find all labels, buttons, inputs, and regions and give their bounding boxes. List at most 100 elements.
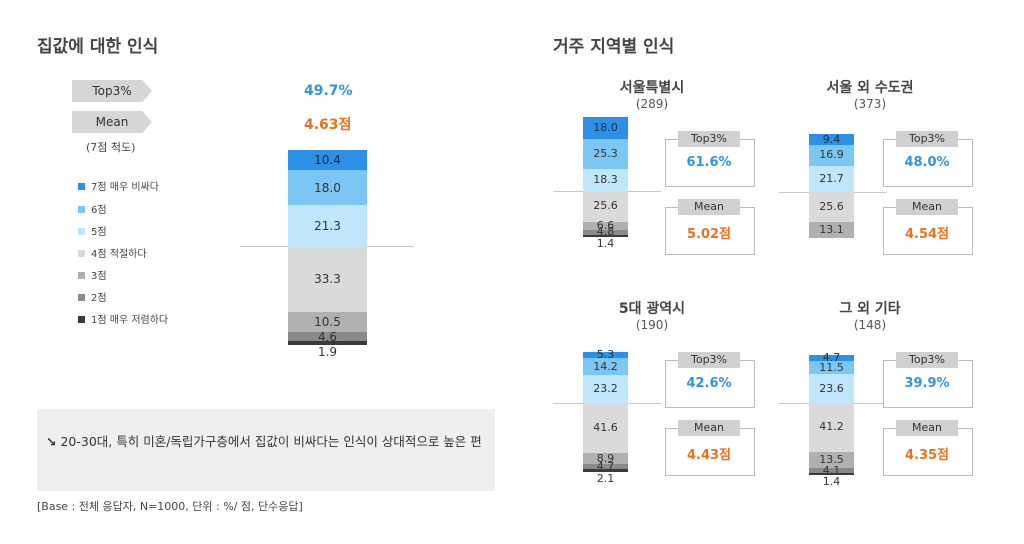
data-label: 14.2 bbox=[593, 359, 618, 373]
bar-segment bbox=[583, 190, 628, 222]
data-label: 9.4 bbox=[822, 132, 841, 146]
top3-tag: Top3% bbox=[678, 131, 740, 147]
region-sample-size: (190) bbox=[635, 318, 669, 332]
data-label: 13.1 bbox=[819, 223, 844, 237]
legend-item: 4점 적절하다 bbox=[78, 248, 147, 262]
region-title: 5대 광역시 bbox=[618, 301, 686, 317]
bar-segment bbox=[809, 134, 854, 146]
mean-tag: Mean bbox=[678, 199, 740, 215]
mean-value: 5.02점 bbox=[686, 227, 732, 242]
insight-note bbox=[37, 409, 495, 491]
legend-swatch bbox=[78, 182, 85, 190]
bar-segment bbox=[288, 205, 367, 247]
mean-box bbox=[665, 207, 755, 255]
legend-label: 1점 매우 저렴하다 bbox=[91, 315, 169, 326]
bar-segment bbox=[583, 453, 628, 464]
data-label: 2.1 bbox=[596, 472, 615, 485]
top3-value: 48.0% bbox=[904, 155, 950, 170]
top3-value: 49.7% bbox=[304, 83, 353, 99]
region-sample-size: (289) bbox=[635, 97, 669, 111]
legend-swatch bbox=[78, 293, 85, 301]
data-label: 11.5 bbox=[819, 360, 844, 374]
data-label: 18.3 bbox=[593, 172, 618, 186]
data-label: 21.7 bbox=[819, 171, 844, 185]
legend-label: 7점 매우 비싸다 bbox=[91, 182, 159, 193]
bar-segment bbox=[809, 402, 854, 453]
region-title: 그 외 기타 bbox=[839, 301, 901, 317]
bar-segment bbox=[288, 311, 367, 333]
data-label: 18.0 bbox=[314, 180, 341, 195]
bar-segment bbox=[583, 229, 628, 236]
mean-box bbox=[665, 428, 755, 476]
mean-tag: Mean bbox=[896, 199, 958, 215]
legend-swatch bbox=[78, 227, 85, 235]
legend-swatch bbox=[78, 249, 85, 257]
bar-segment bbox=[583, 138, 628, 169]
data-label: 1.4 bbox=[822, 475, 841, 488]
mean-tag: Mean bbox=[72, 111, 152, 133]
scale-note: (7점 척도) bbox=[86, 141, 136, 154]
bar-segment bbox=[288, 246, 367, 312]
data-label: 10.5 bbox=[314, 315, 341, 330]
data-label: 4.7 bbox=[596, 459, 615, 473]
bar-segment bbox=[583, 221, 628, 230]
data-label: 8.9 bbox=[596, 451, 615, 465]
mean-value: 4.54점 bbox=[904, 227, 950, 242]
legend-label: 5점 bbox=[91, 227, 107, 238]
bar-segment bbox=[583, 352, 628, 359]
bar-segment bbox=[583, 463, 628, 470]
region-sample-size: (373) bbox=[853, 97, 887, 111]
region-sample-size: (148) bbox=[853, 318, 887, 332]
data-label: 25.6 bbox=[819, 199, 844, 213]
left-title: 집값에 대한 인식 bbox=[37, 37, 159, 57]
legend-item: 7점 매우 비싸다 bbox=[78, 181, 159, 195]
bar-segment bbox=[583, 358, 628, 376]
data-label: 4.8 bbox=[596, 225, 615, 239]
legend-item: 3점 bbox=[78, 270, 107, 284]
legend-item: 5점 bbox=[78, 226, 107, 240]
bar-segment bbox=[809, 452, 854, 469]
data-label: 18.0 bbox=[593, 120, 618, 134]
top3-box bbox=[883, 139, 973, 187]
arrow-down-right-icon: ↘ bbox=[46, 434, 57, 449]
top3-value: 39.9% bbox=[904, 376, 950, 391]
data-label: 23.6 bbox=[819, 381, 844, 395]
bar-segment bbox=[809, 191, 854, 223]
data-label: 25.6 bbox=[593, 199, 618, 213]
bar-segment bbox=[583, 168, 628, 191]
bar-segment bbox=[288, 170, 367, 206]
legend-swatch bbox=[78, 315, 85, 323]
legend-label: 4점 적절하다 bbox=[91, 249, 147, 260]
top3-box bbox=[665, 360, 755, 408]
data-label: 23.2 bbox=[593, 382, 618, 396]
legend-label: 2점 bbox=[91, 293, 107, 304]
insight-note-text: ↘ 20-30대, 특히 미혼/독립가구층에서 집값이 비싸다는 인식이 상대적… bbox=[46, 432, 486, 451]
bar-segment bbox=[809, 355, 854, 361]
legend-item: 6점 bbox=[78, 204, 107, 218]
data-label: 13.5 bbox=[819, 453, 844, 467]
bar-segment bbox=[583, 375, 628, 404]
bar-segment bbox=[288, 332, 367, 342]
data-label: 33.3 bbox=[314, 272, 341, 287]
bar-segment bbox=[809, 473, 854, 475]
bar-segment bbox=[288, 150, 367, 171]
region-title: 서울 외 수도권 bbox=[826, 80, 914, 96]
bar-segment bbox=[809, 222, 854, 239]
legend-swatch bbox=[78, 271, 85, 279]
mean-value: 4.35점 bbox=[904, 448, 950, 463]
data-label: 25.3 bbox=[593, 146, 618, 160]
data-label: 41.6 bbox=[593, 421, 618, 435]
bar-segment bbox=[809, 165, 854, 192]
base-note: [Base : 전체 응답자, N=1000, 단위 : %/ 점, 단수응답] bbox=[37, 500, 303, 513]
legend-item: 2점 bbox=[78, 292, 107, 306]
data-label: 1.4 bbox=[596, 237, 615, 250]
bar-segment bbox=[583, 469, 628, 472]
bar-segment bbox=[809, 145, 854, 166]
top3-tag: Top3% bbox=[896, 352, 958, 368]
top3-tag: Top3% bbox=[896, 131, 958, 147]
top3-value: 61.6% bbox=[686, 155, 732, 170]
bar-segment bbox=[288, 341, 367, 345]
data-label: 1.9 bbox=[317, 345, 338, 359]
mean-value: 4.63점 bbox=[304, 117, 352, 133]
legend-label: 3점 bbox=[91, 271, 107, 282]
